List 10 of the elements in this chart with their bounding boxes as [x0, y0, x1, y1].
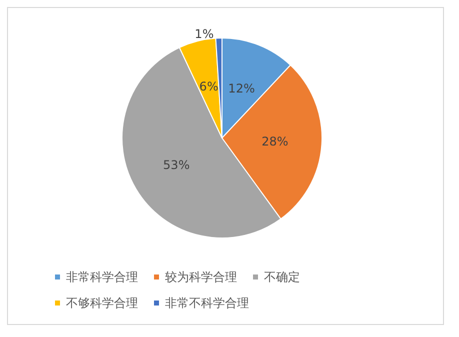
- legend-label: 不确定: [264, 270, 300, 284]
- data-label: 28%: [262, 134, 288, 148]
- legend-label: 非常不科学合理: [165, 296, 249, 310]
- data-label: 12%: [228, 82, 255, 96]
- legend-label: 非常科学合理: [66, 270, 138, 284]
- legend-label: 不够科学合理: [66, 296, 138, 310]
- data-label: 6%: [199, 80, 218, 94]
- data-label: 1%: [194, 27, 214, 42]
- legend-label: 较为科学合理: [165, 270, 237, 284]
- data-label: 53%: [163, 158, 190, 172]
